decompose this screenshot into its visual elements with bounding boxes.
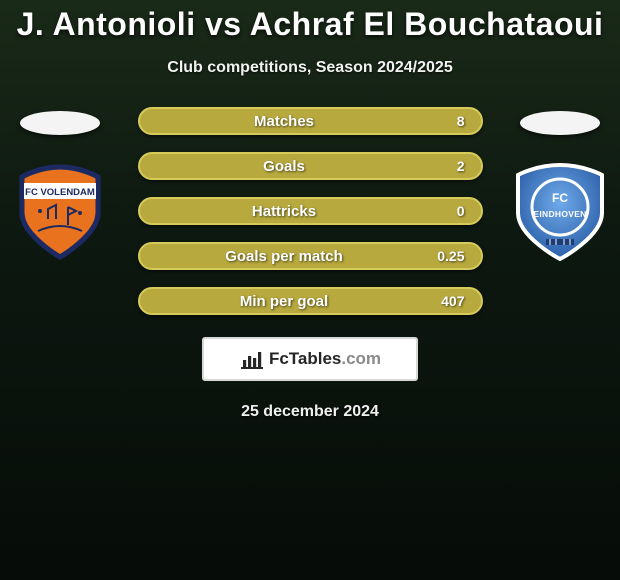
brand-name: FcTables [269,349,341,368]
stat-label: Goals per match [140,248,429,265]
date-text: 25 december 2024 [0,403,620,421]
stat-bar-goals: Goals 2 [138,152,483,180]
brand-box[interactable]: FcTables.com [202,337,418,381]
player-disc-right [520,111,600,135]
eindhoven-logo-icon: FC EINDHOVEN [510,161,610,261]
svg-text:FC: FC [552,191,568,205]
stat-label: Hattricks [140,203,429,220]
stat-value: 0 [429,203,465,219]
svg-text:EINDHOVEN: EINDHOVEN [533,209,586,219]
stat-bar-matches: Matches 8 [138,107,483,135]
stat-bars: Matches 8 Goals 2 Hattricks 0 Goals per … [138,107,483,315]
stat-value: 8 [429,113,465,129]
stat-label: Matches [140,113,429,130]
stat-bar-min-per-goal: Min per goal 407 [138,287,483,315]
page-title: J. Antonioli vs Achraf El Bouchataoui [0,6,620,43]
content-area: FC VOLENDAM FC [0,107,620,421]
brand-text: FcTables.com [269,349,381,369]
stat-label: Min per goal [140,293,429,310]
left-player-column: FC VOLENDAM [0,107,120,261]
bars-icon [239,348,265,370]
stat-bar-hattricks: Hattricks 0 [138,197,483,225]
page-subtitle: Club competitions, Season 2024/2025 [0,59,620,77]
stat-bar-goals-per-match: Goals per match 0.25 [138,242,483,270]
player-disc-left [20,111,100,135]
stat-value: 0.25 [429,248,465,264]
comparison-card: J. Antonioli vs Achraf El Bouchataoui Cl… [0,0,620,580]
stat-value: 2 [429,158,465,174]
stat-label: Goals [140,158,429,175]
right-player-column: FC EINDHOVEN [500,107,620,261]
brand-suffix: .com [341,349,381,368]
volendam-logo-icon: FC VOLENDAM [10,161,110,261]
svg-text:FC VOLENDAM: FC VOLENDAM [25,187,95,198]
stat-value: 407 [429,293,465,309]
